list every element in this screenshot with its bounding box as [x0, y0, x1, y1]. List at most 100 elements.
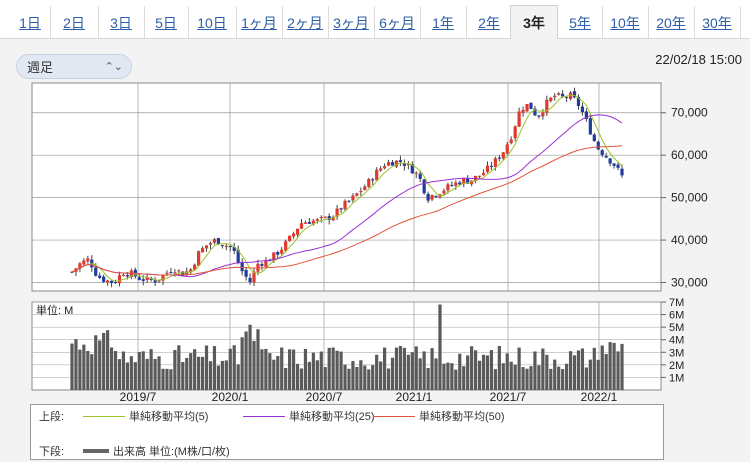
candle-body — [327, 216, 331, 220]
volume-bar — [355, 366, 359, 390]
volume-bar — [553, 359, 557, 390]
candle-body — [109, 280, 114, 283]
volume-bar — [125, 362, 129, 390]
candle-body — [121, 274, 126, 276]
volume-bar — [264, 348, 268, 390]
candle-body — [418, 173, 422, 179]
candle-body — [98, 275, 102, 278]
period-select[interactable]: 週足 ⌃⌄ — [16, 54, 132, 79]
candle-body — [450, 184, 454, 186]
tab-3年[interactable]: 3年 — [510, 5, 558, 41]
price-tick-label: 60,000 — [671, 148, 708, 162]
volume-bar — [608, 342, 612, 390]
volume-bar — [612, 342, 616, 390]
candle-body — [446, 184, 450, 191]
timestamp: 22/02/18 15:00 — [655, 52, 742, 67]
volume-bar — [74, 339, 78, 390]
volume-bar — [149, 349, 153, 390]
volume-bar — [236, 364, 240, 390]
volume-tick-label: 5M — [669, 322, 684, 334]
candle-body — [481, 172, 486, 176]
candle-body — [169, 272, 173, 274]
tab-30年[interactable]: 30年 — [694, 6, 741, 38]
volume-bar — [485, 355, 490, 390]
volume-bar — [102, 332, 106, 390]
candle-body — [153, 280, 157, 283]
volume-bar — [113, 350, 118, 390]
volume-bar — [335, 350, 339, 390]
volume-bar — [600, 345, 604, 390]
volume-bar — [197, 356, 201, 390]
tab-2ヶ月[interactable]: 2ヶ月 — [282, 6, 329, 38]
price-tick-label: 70,000 — [671, 106, 708, 120]
candle-body — [197, 251, 201, 266]
candle-body — [323, 216, 327, 218]
tab-3ヶ月[interactable]: 3ヶ月 — [328, 6, 375, 38]
candle-body — [584, 111, 588, 119]
candle-body — [145, 276, 149, 280]
volume-bar — [363, 365, 367, 390]
volume-bar — [497, 345, 501, 390]
candle-body — [422, 179, 426, 194]
volume-bar — [371, 365, 375, 390]
tab-5年[interactable]: 5年 — [558, 6, 603, 38]
volume-tick-label: 7M — [669, 297, 684, 309]
tab-6ヶ月[interactable]: 6ヶ月 — [374, 6, 421, 38]
volume-bar — [82, 344, 86, 390]
tab-3日[interactable]: 3日 — [98, 6, 145, 38]
volume-bar — [517, 347, 521, 390]
candle-body — [78, 263, 82, 269]
volume-bar — [228, 348, 232, 390]
candle-body — [331, 216, 335, 221]
candle-body — [268, 260, 272, 262]
tab-5日[interactable]: 5日 — [144, 6, 189, 38]
candle-body — [379, 168, 383, 171]
volume-bar — [402, 347, 406, 390]
candle-body — [311, 220, 315, 225]
volume-bar — [193, 349, 197, 390]
candle-body — [557, 93, 561, 95]
tab-1ヶ月[interactable]: 1ヶ月 — [236, 6, 283, 38]
volume-bar — [533, 351, 537, 390]
candle-body — [347, 200, 351, 202]
volume-bar — [576, 350, 581, 390]
legend: 上段: 単純移動平均(5) 単純移動平均(25) 単純移動平均(50) 下段: … — [30, 404, 664, 460]
volume-bar — [414, 346, 418, 390]
candle-body — [485, 165, 490, 173]
candle-body — [319, 217, 323, 219]
tab-1日[interactable]: 1日 — [10, 6, 51, 38]
tab-10年[interactable]: 10年 — [602, 6, 649, 38]
candle-body — [284, 241, 288, 251]
candle-body — [113, 281, 118, 283]
candle-body — [295, 228, 300, 235]
volume-bar — [462, 366, 466, 390]
volume-bar — [568, 351, 573, 390]
tab-10日[interactable]: 10日 — [188, 6, 237, 38]
candle-body — [248, 277, 252, 283]
volume-bar — [260, 349, 264, 390]
candle-body — [236, 249, 240, 263]
volume-bar — [584, 367, 588, 390]
candle-body — [596, 141, 600, 150]
candle-body — [426, 193, 430, 201]
candle-body — [224, 245, 228, 247]
legend-swatch-volume — [83, 449, 109, 453]
candle-body — [466, 178, 470, 184]
candle-body — [86, 258, 90, 262]
volume-bar — [208, 361, 213, 390]
volume-bar — [339, 351, 343, 390]
tab-20年[interactable]: 20年 — [648, 6, 695, 38]
tab-2日[interactable]: 2日 — [50, 6, 99, 38]
candle-body — [390, 162, 395, 166]
volume-bar — [509, 361, 513, 390]
candle-body — [165, 272, 169, 274]
candle-body — [299, 223, 304, 229]
candle-body — [70, 271, 74, 273]
candle-body — [489, 165, 494, 167]
volume-bar — [343, 364, 347, 390]
tab-1年[interactable]: 1年 — [420, 6, 467, 38]
volume-bar — [541, 348, 545, 390]
candle-body — [291, 233, 296, 237]
volume-bar — [565, 363, 569, 390]
volume-bar — [386, 368, 391, 390]
